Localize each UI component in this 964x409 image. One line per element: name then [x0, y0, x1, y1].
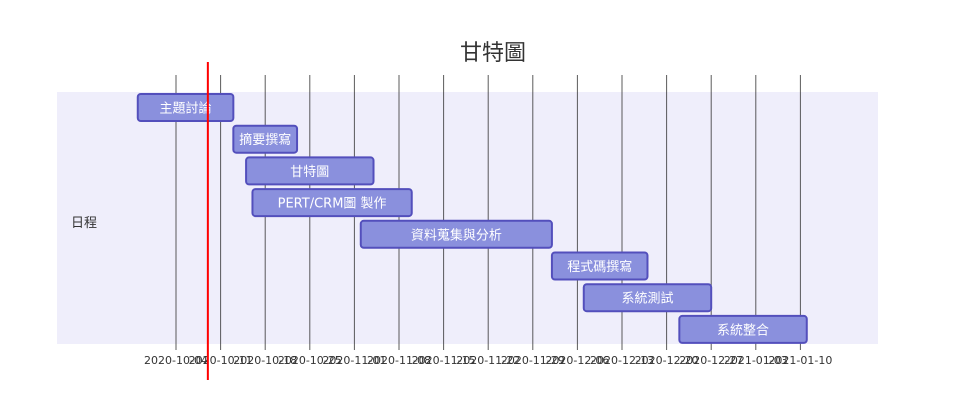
x-tick-label: 2020-12-20 [635, 354, 699, 367]
x-axis-ticks: 2020-10-042020-10-112020-10-182020-10-25… [144, 354, 832, 367]
task-label: PERT/CRM圖 製作 [278, 197, 387, 212]
x-tick-label: 2020-10-11 [189, 354, 253, 367]
task-label: 摘要撰寫 [239, 132, 291, 148]
x-tick-label: 2020-11-22 [456, 354, 520, 367]
x-tick-label: 2020-11-15 [412, 354, 476, 367]
task-bar [678, 314, 808, 344]
x-tick-label: 2021-01-03 [724, 354, 788, 367]
task-label: 資料蒐集與分析 [411, 227, 502, 243]
x-tick-label: 2020-10-18 [233, 354, 297, 367]
chart-title: 甘特圖 [460, 41, 526, 66]
section-label: 日程 [71, 216, 97, 231]
section-band [57, 92, 878, 344]
task-label: 系統測試 [621, 291, 673, 307]
task-bar [232, 124, 299, 154]
task-label: 系統整合 [717, 323, 769, 338]
task-label: 主題討論 [160, 101, 212, 117]
task-bar [136, 93, 235, 122]
x-tick-label: 2020-11-29 [501, 354, 565, 367]
task-bar [245, 156, 375, 186]
x-tick-label: 2020-11-01 [322, 354, 386, 367]
x-tick-label: 2020-10-25 [278, 354, 342, 367]
x-tick-label: 2020-11-08 [367, 354, 431, 367]
x-tick-label: 2020-12-13 [590, 354, 654, 367]
x-tick-label: 2021-01-10 [768, 354, 832, 367]
x-tick-label: 2020-12-06 [545, 354, 609, 367]
task-bar [251, 188, 413, 218]
task-label: 程式碼撰寫 [567, 259, 632, 275]
x-tick-label: 2020-10-04 [144, 354, 208, 367]
task-label: 甘特圖 [290, 165, 329, 180]
task-bar [550, 251, 649, 281]
x-tick-label: 2020-12-27 [679, 354, 743, 367]
task-bar [582, 283, 713, 313]
task-bar [359, 219, 553, 249]
